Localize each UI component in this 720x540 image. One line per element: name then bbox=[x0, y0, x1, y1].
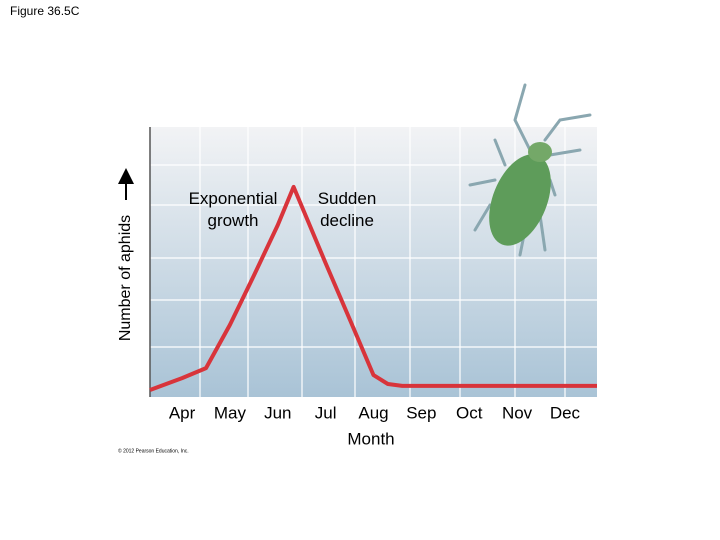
annotation: Exponential growth bbox=[188, 189, 278, 230]
x-tick-label: Sep bbox=[406, 403, 436, 422]
annotation: Sudden decline bbox=[317, 189, 377, 230]
x-tick-label: Jul bbox=[315, 403, 337, 422]
x-tick-label: Dec bbox=[550, 403, 581, 422]
x-axis-label: Month bbox=[347, 429, 394, 448]
aphid bbox=[468, 83, 592, 257]
y-axis-label: Number of aphids bbox=[117, 215, 134, 341]
x-tick-label: May bbox=[214, 403, 247, 422]
x-tick-label: Oct bbox=[456, 403, 483, 422]
figure-label: Figure 36.5C bbox=[10, 4, 80, 18]
x-tick-label: Apr bbox=[169, 403, 196, 422]
x-tick-label: Jun bbox=[264, 403, 291, 422]
credit: © 2012 Pearson Education, Inc. bbox=[118, 447, 189, 454]
data-line bbox=[149, 184, 597, 392]
x-tick-label: Nov bbox=[502, 403, 533, 422]
x-tick-label: Aug bbox=[358, 403, 388, 422]
